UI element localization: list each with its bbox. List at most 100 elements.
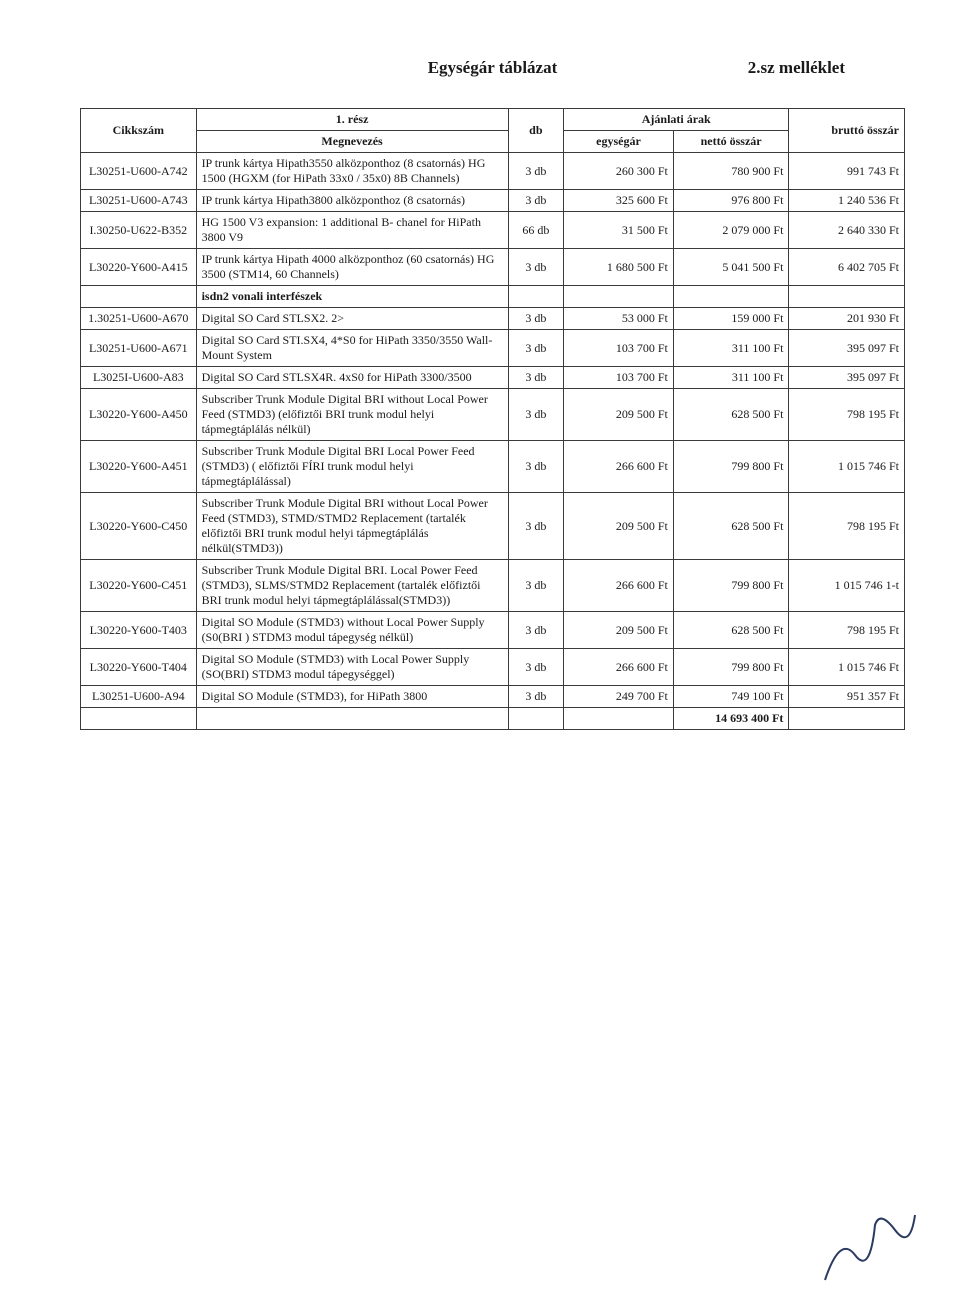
cell-netto: 976 800 Ft <box>673 190 789 212</box>
table-row: L30220-Y600-T403Digital SO Module (STMD3… <box>81 612 905 649</box>
table-head: Cikkszám 1. rész db Ajánlati árak bruttó… <box>81 109 905 153</box>
cell-db: 3 db <box>508 560 563 612</box>
cell-blank <box>673 286 789 308</box>
cell-cikkszam: L30251-U600-A94 <box>81 686 197 708</box>
cell-cikkszam: L3025I-U600-A83 <box>81 367 197 389</box>
price-table: Cikkszám 1. rész db Ajánlati árak bruttó… <box>80 108 905 730</box>
table-row: L30251-U600-A94Digital SO Module (STMD3)… <box>81 686 905 708</box>
table-row: L30251-U600-A743IP trunk kártya Hipath38… <box>81 190 905 212</box>
cell-cikkszam: L30220-Y600-A415 <box>81 249 197 286</box>
cell-blank <box>81 708 197 730</box>
cell-brutto: 951 357 Ft <box>789 686 905 708</box>
cell-egysegar: 325 600 Ft <box>564 190 674 212</box>
cell-db: 3 db <box>508 190 563 212</box>
signature-mark <box>820 1205 920 1285</box>
cell-db: 3 db <box>508 153 563 190</box>
cell-netto: 628 500 Ft <box>673 493 789 560</box>
cell-netto: 2 079 000 Ft <box>673 212 789 249</box>
cell-blank <box>508 286 563 308</box>
cell-db: 3 db <box>508 686 563 708</box>
cell-db: 3 db <box>508 649 563 686</box>
cell-cikkszam: L30251-U600-A671 <box>81 330 197 367</box>
cell-cikkszam: L30220-Y600-C450 <box>81 493 197 560</box>
section-header-row: isdn2 vonali interfészek <box>81 286 905 308</box>
col-header-resz: 1. rész <box>196 109 508 131</box>
cell-megnevezes: Subscriber Trunk Module Digital BRI. Loc… <box>196 560 508 612</box>
table-row: L30251-U600-A671Digital SO Card STI.SX4,… <box>81 330 905 367</box>
table-row: L3025I-U600-A83Digital SO Card STLSX4R. … <box>81 367 905 389</box>
cell-brutto: 798 195 Ft <box>789 389 905 441</box>
cell-netto: 780 900 Ft <box>673 153 789 190</box>
col-header-egysegar: egységár <box>564 131 674 153</box>
cell-cikkszam: L30251-U600-A743 <box>81 190 197 212</box>
cell-brutto: 1 240 536 Ft <box>789 190 905 212</box>
cell-blank <box>81 286 197 308</box>
cell-cikkszam: L30220-Y600-T403 <box>81 612 197 649</box>
cell-db: 3 db <box>508 367 563 389</box>
cell-netto: 799 800 Ft <box>673 441 789 493</box>
cell-brutto: 395 097 Ft <box>789 367 905 389</box>
cell-db: 3 db <box>508 389 563 441</box>
col-header-ajanlati: Ajánlati árak <box>564 109 789 131</box>
cell-db: 3 db <box>508 441 563 493</box>
cell-megnevezes: IP trunk kártya Hipath3550 alközponthoz … <box>196 153 508 190</box>
cell-megnevezes: IP trunk kártya Hipath3800 alközponthoz … <box>196 190 508 212</box>
cell-netto: 799 800 Ft <box>673 649 789 686</box>
col-header-megnevezes: Megnevezés <box>196 131 508 153</box>
cell-blank <box>196 708 508 730</box>
cell-megnevezes: Digital SO Card STLSX4R. 4xS0 for HiPath… <box>196 367 508 389</box>
cell-netto: 5 041 500 Ft <box>673 249 789 286</box>
cell-db: 3 db <box>508 612 563 649</box>
cell-db: 3 db <box>508 330 563 367</box>
cell-brutto: 201 930 Ft <box>789 308 905 330</box>
cell-egysegar: 266 600 Ft <box>564 441 674 493</box>
attachment-label: 2.sz melléklet <box>748 58 845 78</box>
cell-db: 3 db <box>508 493 563 560</box>
cell-blank <box>564 708 674 730</box>
cell-blank <box>789 708 905 730</box>
section-label: isdn2 vonali interfészek <box>196 286 508 308</box>
cell-egysegar: 103 700 Ft <box>564 330 674 367</box>
cell-megnevezes: Digital SO Card STLSX2. 2> <box>196 308 508 330</box>
table-row: I.30250-U622-B352HG 1500 V3 expansion: 1… <box>81 212 905 249</box>
table-row: L30220-Y600-C450Subscriber Trunk Module … <box>81 493 905 560</box>
cell-blank <box>789 286 905 308</box>
cell-cikkszam: L30220-Y600-A451 <box>81 441 197 493</box>
cell-egysegar: 53 000 Ft <box>564 308 674 330</box>
cell-db: 66 db <box>508 212 563 249</box>
col-header-db: db <box>508 109 563 153</box>
cell-netto: 311 100 Ft <box>673 330 789 367</box>
cell-total: 14 693 400 Ft <box>673 708 789 730</box>
cell-brutto: 1 015 746 Ft <box>789 441 905 493</box>
cell-egysegar: 1 680 500 Ft <box>564 249 674 286</box>
cell-megnevezes: Subscriber Trunk Module Digital BRI with… <box>196 389 508 441</box>
table-row: L30220-Y600-A450Subscriber Trunk Module … <box>81 389 905 441</box>
cell-brutto: 2 640 330 Ft <box>789 212 905 249</box>
cell-egysegar: 209 500 Ft <box>564 493 674 560</box>
cell-db: 3 db <box>508 249 563 286</box>
col-header-netto: nettó összár <box>673 131 789 153</box>
cell-blank <box>508 708 563 730</box>
cell-megnevezes: Digital SO Module (STMD3) with Local Pow… <box>196 649 508 686</box>
cell-netto: 311 100 Ft <box>673 367 789 389</box>
col-header-brutto: bruttó összár <box>789 109 905 153</box>
cell-netto: 628 500 Ft <box>673 389 789 441</box>
cell-megnevezes: Subscriber Trunk Module Digital BRI Loca… <box>196 441 508 493</box>
cell-brutto: 1 015 746 Ft <box>789 649 905 686</box>
cell-egysegar: 209 500 Ft <box>564 389 674 441</box>
cell-brutto: 1 015 746 1-t <box>789 560 905 612</box>
cell-cikkszam: L30220-Y600-C451 <box>81 560 197 612</box>
cell-egysegar: 209 500 Ft <box>564 612 674 649</box>
col-header-cikkszam: Cikkszám <box>81 109 197 153</box>
cell-netto: 799 800 Ft <box>673 560 789 612</box>
cell-netto: 159 000 Ft <box>673 308 789 330</box>
cell-netto: 628 500 Ft <box>673 612 789 649</box>
cell-egysegar: 260 300 Ft <box>564 153 674 190</box>
table-row: L30251-U600-A742IP trunk kártya Hipath35… <box>81 153 905 190</box>
cell-megnevezes: Digital SO Card STI.SX4, 4*S0 for HiPath… <box>196 330 508 367</box>
cell-cikkszam: I.30250-U622-B352 <box>81 212 197 249</box>
total-row: 14 693 400 Ft <box>81 708 905 730</box>
table-body: L30251-U600-A742IP trunk kártya Hipath35… <box>81 153 905 730</box>
cell-egysegar: 249 700 Ft <box>564 686 674 708</box>
cell-cikkszam: L30220-Y600-T404 <box>81 649 197 686</box>
